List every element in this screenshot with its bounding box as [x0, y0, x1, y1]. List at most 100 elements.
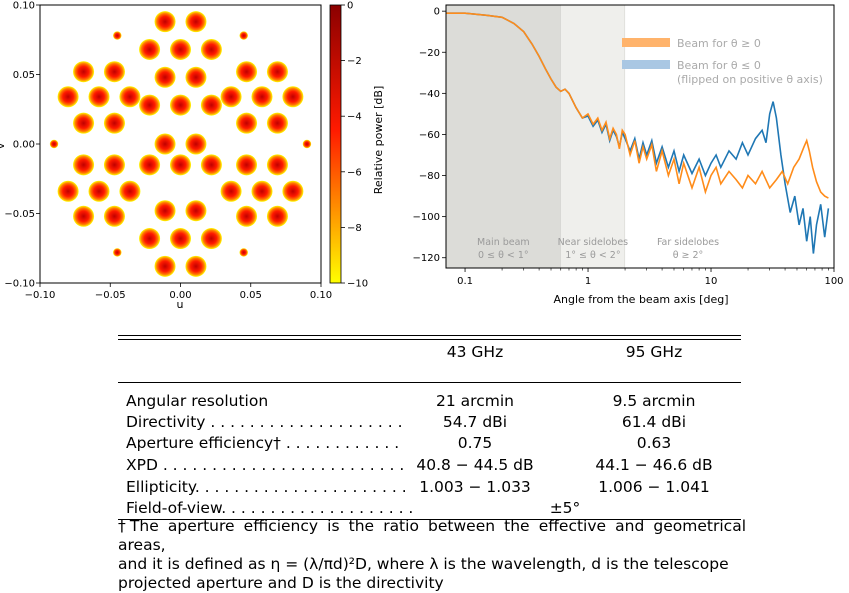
- profile-y-tick-label: −20: [419, 48, 440, 59]
- beam-profile-chart: Main beam 0 ≤ θ < 1° Near sidelobes 1° ≤ θ …: [372, 4, 844, 306]
- profile-y-tick-label: −40: [419, 89, 440, 100]
- beam-spot: [200, 154, 222, 176]
- map-y-tick-label: 0.05: [13, 70, 35, 81]
- beam-spot: [236, 61, 258, 83]
- column-header-95ghz: 95 GHz: [625, 343, 683, 361]
- footnote-line: projected aperture and D is the directiv…: [118, 574, 444, 592]
- footnote-line: and it is defined as η = (λ/πd)²D, where…: [118, 555, 729, 573]
- table-bottom-rule: [118, 519, 741, 520]
- profile-legend: Beam for θ ≥ 0 Beam for θ ≤ 0 (flipped o…: [622, 37, 823, 86]
- beam-spot-small: [239, 248, 248, 257]
- profile-y-tick-label: −120: [413, 253, 440, 264]
- beam-spot: [103, 112, 125, 134]
- map-y-tick-label: −0.10: [4, 279, 35, 290]
- beam-spot: [170, 154, 191, 176]
- beam-spot: [200, 228, 222, 250]
- region-range: 1° ≤ θ < 2°: [565, 250, 620, 261]
- profile-y-tick-label: −100: [413, 212, 440, 223]
- beam-spot: [139, 94, 161, 116]
- table-row: Ellipticity. . . . . . . . . . . . . . .…: [0, 478, 849, 499]
- cell-43ghz: 40.8 − 44.5 dB: [416, 456, 534, 474]
- beam-spot: [200, 94, 222, 116]
- beam-spot: [103, 205, 125, 227]
- cell-95ghz: 1.006 − 1.041: [598, 478, 710, 496]
- beam-spot: [185, 255, 207, 277]
- beam-spot: [251, 180, 273, 202]
- profile-plot-frame: [445, 4, 835, 269]
- footnote-line: †The aperture efficiency is the ratio be…: [118, 517, 746, 554]
- legend-swatch-negative: [622, 60, 670, 69]
- beam-spot: [154, 133, 176, 155]
- beam-spot: [266, 205, 288, 227]
- colorbar-tick-label: −2: [347, 56, 362, 67]
- profile-y-tick-label: −80: [419, 171, 440, 182]
- map-x-tick-label: 0.00: [169, 290, 191, 301]
- legend-label-negative: Beam for θ ≤ 0: [677, 59, 761, 72]
- beam-spot: [266, 154, 288, 176]
- table-header-row: 43 GHz 95 GHz: [0, 343, 849, 364]
- region-range: θ ≥ 2°: [673, 250, 704, 261]
- beam-spot: [185, 66, 207, 88]
- cell-43ghz: 54.7 dBi: [442, 413, 508, 431]
- cell-43ghz: 0.75: [457, 434, 493, 452]
- row-label: Angular resolution: [126, 392, 269, 410]
- beam-spot: [139, 228, 161, 250]
- table-row: Directivity . . . . . . . . . . . . . . …: [0, 413, 849, 434]
- legend-note-negative: (flipped on positive θ axis): [677, 73, 823, 86]
- map-x-tick-label: −0.05: [95, 290, 126, 301]
- cell-95ghz: 61.4 dBi: [621, 413, 687, 431]
- region-range: 0 ≤ θ < 1°: [478, 250, 529, 261]
- beam-spot: [103, 61, 125, 83]
- table-row: Angular resolution 21 arcmin 9.5 arcmin: [0, 392, 849, 413]
- table-row: Aperture efficiency† . . . . . . . . . .…: [0, 434, 849, 455]
- region-name: Near sidelobes: [558, 237, 628, 248]
- beam-spot: [220, 86, 242, 108]
- colorbar-tick-label: −4: [347, 112, 362, 123]
- beam-spot: [170, 38, 191, 60]
- beam-spot: [103, 154, 125, 176]
- row-label: Ellipticity. . . . . . . . . . . . . . .…: [126, 478, 407, 496]
- beam-spot: [266, 112, 288, 134]
- beam-spot: [236, 112, 258, 134]
- colorbar-tick-label: 0: [347, 1, 353, 12]
- beam-spot: [170, 94, 191, 116]
- beam-spot: [185, 200, 207, 222]
- cell-95ghz: 44.1 − 46.6 dB: [595, 456, 713, 474]
- beam-spot: [154, 66, 176, 88]
- profile-x-tick-label: 0.1: [457, 276, 473, 287]
- beam-spot-small: [113, 31, 122, 40]
- beam-spot: [154, 200, 176, 222]
- cell-95ghz: 9.5 arcmin: [612, 392, 696, 410]
- beam-spot-small: [302, 139, 312, 149]
- beam-spot: [185, 11, 207, 33]
- beam-spot: [282, 86, 304, 108]
- table-row: XPD . . . . . . . . . . . . . . . . . . …: [0, 456, 849, 477]
- beam-spot: [236, 205, 258, 227]
- beam-spot: [236, 154, 258, 176]
- beam-spot: [282, 180, 304, 202]
- beam-spot-small: [113, 248, 122, 257]
- beam-spot: [88, 86, 110, 108]
- beam-spot: [119, 86, 141, 108]
- map-y-tick-label: 0.00: [13, 140, 35, 151]
- map-x-tick-label: 0.05: [240, 290, 262, 301]
- beam-spot: [139, 154, 161, 176]
- map-y-tick-label: −0.05: [4, 209, 35, 220]
- beam-spot: [57, 86, 79, 108]
- profile-x-tick-label: 100: [824, 276, 843, 287]
- beam-footprint-map: −0.10 −0.05 0.00 0.05 0.10 0.10 0.05 0.00 −0.05…: [0, 1, 368, 312]
- map-y-tick-label: 0.10: [13, 1, 35, 12]
- beam-spot: [139, 38, 161, 60]
- table-top-rule: [118, 335, 741, 336]
- legend-swatch-positive: [622, 38, 670, 47]
- row-label: Field-of-view. . . . . . . . . . . . . .…: [126, 499, 414, 517]
- profile-y-tick-label: 0: [434, 7, 440, 18]
- map-y-axis-label: v: [0, 142, 7, 149]
- profile-x-tick-label: 1: [585, 276, 591, 287]
- cell-43ghz: 1.003 − 1.033: [419, 478, 531, 496]
- cell-95ghz: 0.63: [636, 434, 672, 452]
- map-x-axis-label: u: [177, 298, 184, 311]
- colorbar-tick-label: −6: [347, 167, 362, 178]
- table-top-rule-2: [118, 339, 741, 340]
